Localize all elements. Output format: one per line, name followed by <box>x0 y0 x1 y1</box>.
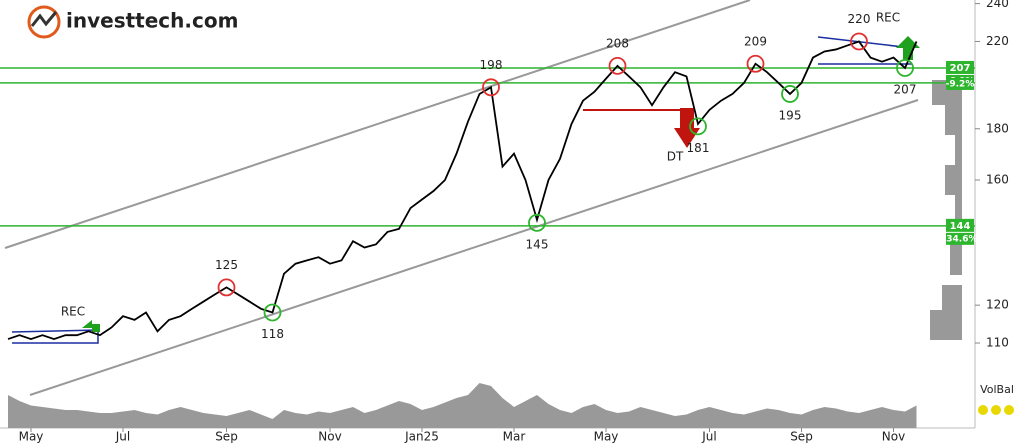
volume-area <box>8 383 917 428</box>
extreme-label: 118 <box>261 327 284 341</box>
volume-label: VolBal <box>980 383 1014 396</box>
extreme-label: 181 <box>687 141 710 155</box>
extreme-marker <box>896 59 914 77</box>
extreme-marker <box>850 32 868 51</box>
trend-line <box>4 0 751 249</box>
x-tick-label: Jul <box>115 430 130 444</box>
extreme-marker <box>608 56 627 75</box>
extreme-label: 209 <box>744 34 767 48</box>
logo-icon <box>30 11 58 27</box>
y-tick-label: 120 <box>986 298 1009 312</box>
x-tick-label: Nov <box>318 430 341 444</box>
formation <box>817 36 913 49</box>
logo-text: investtech.com <box>66 9 238 33</box>
extreme-label: 195 <box>779 108 802 122</box>
signal-label: DT <box>667 150 684 164</box>
x-tick-label: Sep <box>790 430 813 444</box>
y-tick-label: 180 <box>986 121 1009 135</box>
buy-arrow <box>896 36 920 60</box>
buy-arrow <box>82 320 100 332</box>
sell-arrow <box>674 108 700 148</box>
extreme-label: 145 <box>526 237 549 251</box>
trend-line <box>29 99 919 396</box>
x-tick-label: Nov <box>882 430 905 444</box>
level-label: 144 <box>950 221 971 232</box>
extreme-marker <box>528 213 546 232</box>
x-tick-label: Jul <box>701 430 716 444</box>
extreme-label: 125 <box>215 258 238 272</box>
logo-icon <box>27 5 61 39</box>
level-box <box>946 60 974 74</box>
level-label: 207 <box>950 63 971 74</box>
level-box <box>946 218 974 232</box>
y-tick-label: 240 <box>986 0 1009 10</box>
level-box <box>946 232 974 245</box>
level-change: -34.6% <box>943 234 978 244</box>
formation <box>11 329 99 344</box>
signal-label: REC <box>876 11 900 25</box>
x-tick-label: Sep <box>215 430 238 444</box>
x-tick-label: Mar <box>503 430 526 444</box>
extreme-marker <box>263 303 282 322</box>
level-box <box>946 77 974 90</box>
x-tick-label: May <box>594 430 619 444</box>
level-change: -9.2% <box>946 79 975 89</box>
extreme-marker <box>217 278 236 297</box>
logo: investtech.com <box>27 5 238 39</box>
extreme-label: 207 <box>894 82 917 96</box>
extreme-marker <box>689 117 707 136</box>
volbal-icons <box>978 405 1014 415</box>
signal-label: REC <box>61 305 85 319</box>
x-tick-label: May <box>19 430 44 444</box>
y-tick-label: 220 <box>986 34 1009 48</box>
x-tick-label: Jan25 <box>404 430 439 444</box>
volume-profile <box>930 80 962 340</box>
price-line <box>7 40 918 341</box>
extreme-label: 198 <box>480 58 503 72</box>
extreme-label: 220 <box>848 12 871 26</box>
extreme-marker <box>746 54 765 73</box>
y-tick-label: 110 <box>986 336 1009 350</box>
extreme-label: 208 <box>606 36 629 50</box>
extreme-marker <box>482 78 500 97</box>
y-tick-label: 160 <box>986 173 1009 187</box>
extreme-marker <box>781 85 799 103</box>
